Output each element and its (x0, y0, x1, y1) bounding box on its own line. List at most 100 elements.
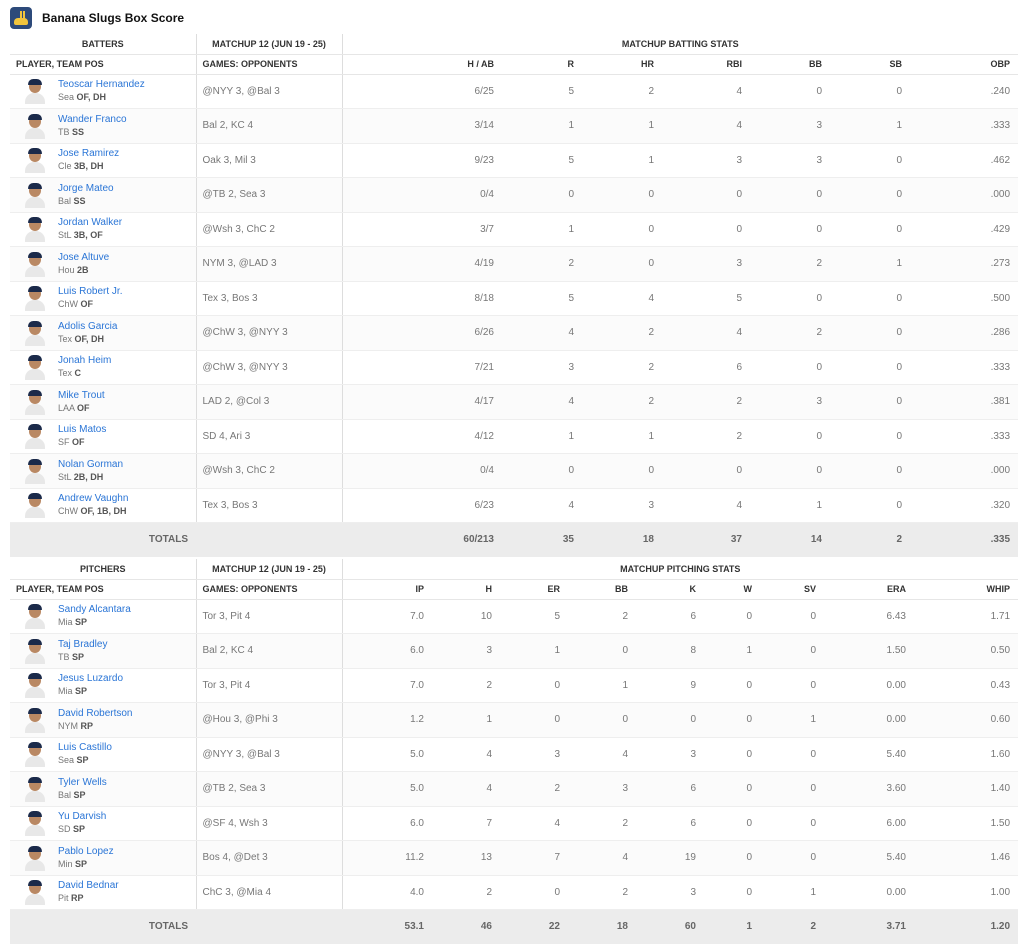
column-header-er[interactable]: ER (500, 579, 568, 600)
batting-table: BATTERS MATCHUP 12 (JUN 19 - 25) MATCHUP… (10, 34, 1019, 557)
batting-totals-row: TOTALS 60/213 35 18 37 14 2 .335 (10, 522, 1019, 557)
player-cell: David Robertson NYM RP (10, 702, 197, 738)
column-header-h[interactable]: H (432, 579, 500, 600)
stat-cell: 6 (636, 806, 704, 841)
player-team-pos: SD SP (58, 823, 106, 836)
player-name-link[interactable]: Jose Altuve (58, 251, 110, 263)
player-team-pos: StL 3B, OF (58, 229, 122, 242)
stat-cell: 4/12 (342, 419, 502, 454)
player-name-link[interactable]: Pablo Lopez (58, 845, 114, 857)
column-header-sb[interactable]: SB (830, 54, 910, 75)
player-name-link[interactable]: Jordan Walker (58, 217, 123, 229)
stat-cell: 2 (582, 350, 662, 385)
batters-header: BATTERS (10, 34, 197, 55)
player-name-link[interactable]: Tyler Wells (58, 776, 107, 788)
column-header-whip[interactable]: WHIP (914, 579, 1019, 600)
player-team: Tex (58, 368, 73, 379)
player-position: SP (73, 789, 86, 800)
stat-cell: 3 (750, 108, 830, 144)
stat-cell: 0 (704, 737, 760, 772)
stat-cell: 1 (502, 419, 582, 454)
player-position: 3B, DH (74, 161, 104, 172)
column-header-k[interactable]: K (636, 579, 704, 600)
pitching-group-header-row: PITCHERS MATCHUP 12 (JUN 19 - 25) MATCHU… (10, 559, 1019, 580)
player-headshot-icon (24, 776, 46, 802)
column-header-ip[interactable]: IP (342, 579, 432, 600)
stat-cell: 4 (568, 737, 636, 772)
stat-cell: 0 (502, 177, 582, 213)
player-name-link[interactable]: Taj Bradley (58, 638, 108, 650)
player-position: C (74, 368, 82, 379)
column-header-era[interactable]: ERA (824, 579, 914, 600)
column-header-bb[interactable]: BB (568, 579, 636, 600)
stat-cell: 0 (750, 74, 830, 109)
stat-cell: 0.50 (914, 633, 1019, 669)
player-name-link[interactable]: Jonah Heim (58, 355, 112, 367)
stat-cell: 0 (750, 350, 830, 385)
player-name-link[interactable]: Luis Robert Jr. (58, 286, 123, 298)
stat-cell: 4 (582, 281, 662, 316)
stat-cell: 3 (502, 350, 582, 385)
stat-cell: 7 (432, 806, 500, 841)
player-name-link[interactable]: Wander Franco (58, 113, 127, 125)
opponents-cell: LAD 2, @Col 3 (196, 384, 343, 420)
player-position: RP (80, 720, 94, 731)
stat-cell: 1.46 (914, 840, 1019, 876)
player-team-pos: Mia SP (58, 685, 123, 698)
player-name-link[interactable]: Yu Darvish (58, 811, 107, 823)
player-name-link[interactable]: Adolis Garcia (58, 320, 118, 332)
stat-cell: 0 (760, 599, 824, 634)
stat-cell: 4 (662, 74, 750, 109)
table-row: Sandy Alcantara Mia SP Tor 3, Pit 4 7.0 10 5 2… (10, 599, 1019, 634)
player-cell: Pablo Lopez Min SP (10, 840, 197, 876)
stat-cell: 6.00 (824, 806, 914, 841)
player-team-pos: SF OF (58, 436, 106, 449)
table-row: Jose Ramirez Cle 3B, DH Oak 3, Mil 3 9/23 5 1… (10, 143, 1019, 178)
player-name-link[interactable]: Jose Ramirez (58, 148, 120, 160)
player-name-link[interactable]: Teoscar Hernandez (58, 79, 145, 91)
player-cell: Nolan Gorman StL 2B, DH (10, 453, 197, 489)
player-headshot-icon (24, 251, 46, 277)
stat-cell: 0 (760, 840, 824, 876)
stat-cell: 0 (704, 875, 760, 910)
player-name-link[interactable]: Luis Castillo (58, 742, 112, 754)
player-name-link[interactable]: David Robertson (58, 707, 133, 719)
player-name-link[interactable]: Mike Trout (58, 389, 105, 401)
column-header-player[interactable]: PLAYER, TEAM POS (10, 54, 197, 75)
opponents-cell: @Wsh 3, ChC 2 (196, 453, 343, 489)
player-name-link[interactable]: David Bednar (58, 880, 119, 892)
player-headshot-icon (24, 638, 46, 664)
player-cell: Sandy Alcantara Mia SP (10, 599, 197, 634)
opponents-cell: @ChW 3, @NYY 3 (196, 315, 343, 351)
column-header-opponents[interactable]: GAMES: OPPONENTS (196, 579, 343, 600)
player-team: SF (58, 437, 70, 448)
player-headshot-icon (24, 285, 46, 312)
opponents-cell: @NYY 3, @Bal 3 (196, 74, 343, 109)
column-header-bb[interactable]: BB (750, 54, 830, 75)
stat-cell: 6.0 (342, 633, 432, 669)
stat-cell: 1 (502, 108, 582, 144)
column-header-rbi[interactable]: RBI (662, 54, 750, 75)
stat-cell: 6/23 (342, 488, 502, 523)
column-header-hr[interactable]: HR (582, 54, 662, 75)
column-header-opponents[interactable]: GAMES: OPPONENTS (196, 54, 343, 75)
column-header-obp[interactable]: OBP (910, 54, 1019, 75)
table-row: Luis Matos SF OF SD 4, Ari 3 4/12 1 1 2 0 0.333 (10, 419, 1019, 454)
table-row: Taj Bradley TB SP Bal 2, KC 4 6.0 3 1 0 8 1 0 1.50… (10, 633, 1019, 669)
stat-cell: 2 (582, 74, 662, 109)
column-header-r[interactable]: R (502, 54, 582, 75)
player-name-link[interactable]: Sandy Alcantara (58, 604, 131, 616)
column-header-sv[interactable]: SV (760, 579, 824, 600)
player-name-link[interactable]: Luis Matos (58, 424, 107, 436)
column-header-player[interactable]: PLAYER, TEAM POS (10, 579, 197, 600)
opponents-cell: NYM 3, @LAD 3 (196, 246, 343, 282)
player-name-link[interactable]: Jesus Luzardo (58, 673, 124, 685)
stat-cell: 0.00 (824, 875, 914, 910)
column-header-h-ab[interactable]: H / AB (342, 54, 502, 75)
player-name-link[interactable]: Nolan Gorman (58, 458, 124, 470)
player-name-link[interactable]: Jorge Mateo (58, 182, 114, 194)
column-header-w[interactable]: W (704, 579, 760, 600)
player-name-link[interactable]: Andrew Vaughn (58, 493, 129, 505)
opponents-cell: @TB 2, Sea 3 (196, 177, 343, 213)
